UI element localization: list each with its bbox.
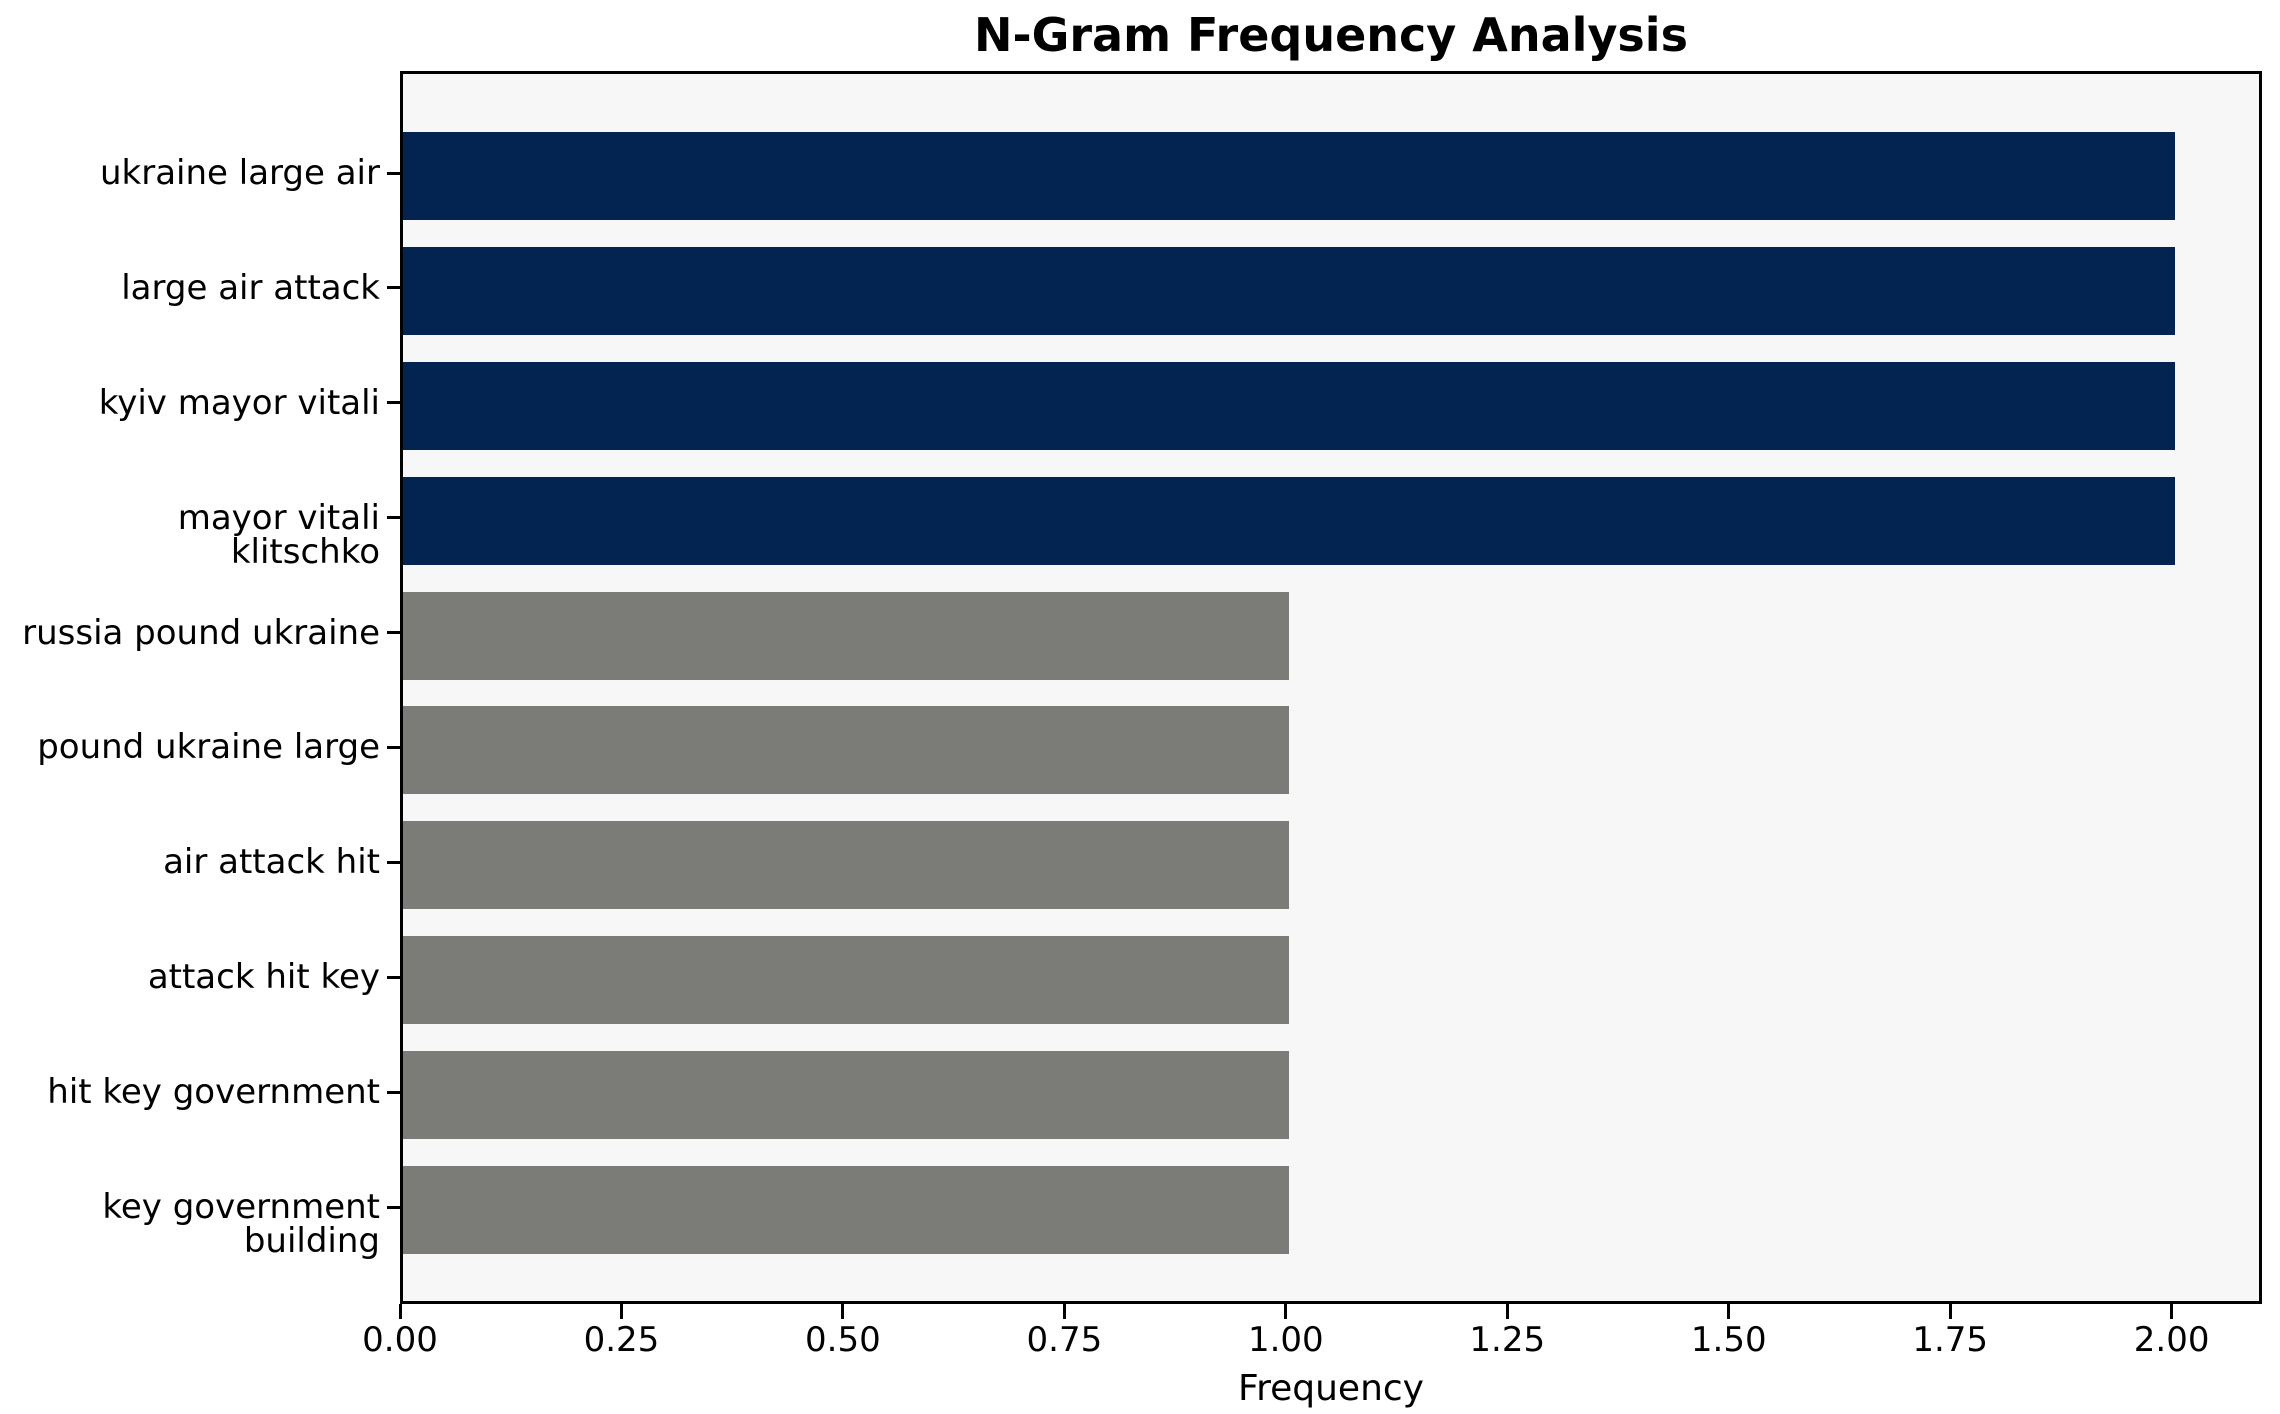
x-tick-label: 0.50	[805, 1320, 881, 1360]
y-tick-mark	[387, 401, 400, 405]
y-tick-mark	[387, 1205, 400, 1209]
y-tick-label: mayor vitali klitschko	[177, 497, 380, 572]
x-axis-label: Frequency	[1238, 1368, 1424, 1409]
bar-air-attack-hit	[403, 821, 1289, 910]
plot-area	[400, 71, 2262, 1304]
x-tick-mark	[1727, 1304, 1731, 1319]
bar-attack-hit-key	[403, 936, 1289, 1025]
x-tick-label: 1.25	[1469, 1320, 1546, 1360]
x-tick-label: 0.00	[362, 1320, 438, 1360]
bar-pound-ukraine-large	[403, 706, 1289, 795]
x-tick-mark	[1062, 1304, 1066, 1319]
x-tick-label: 1.00	[1247, 1320, 1324, 1360]
y-tick-label: pound ukraine large	[37, 727, 380, 768]
x-tick-mark	[398, 1304, 402, 1319]
x-tick-mark	[619, 1304, 623, 1319]
x-tick-label: 1.75	[1912, 1320, 1989, 1360]
x-tick-mark	[1284, 1304, 1288, 1319]
y-tick-label: key government building	[102, 1187, 380, 1261]
x-tick-label: 2.00	[2133, 1320, 2210, 1360]
x-tick-label: 0.25	[583, 1320, 660, 1360]
y-tick-mark	[387, 631, 400, 635]
x-tick-mark	[841, 1304, 845, 1319]
x-tick-mark	[1505, 1304, 1509, 1319]
x-tick-label: 0.75	[1026, 1320, 1103, 1360]
y-tick-label: kyiv mayor vitali	[98, 382, 380, 423]
y-tick-mark	[387, 1090, 400, 1094]
chart-title: N-Gram Frequency Analysis	[974, 8, 1688, 62]
bar-mayor-vitali-klitschko	[403, 476, 2175, 565]
bar-key-government-building	[403, 1166, 1289, 1254]
y-tick-label: ukraine large air	[99, 153, 380, 193]
y-tick-mark	[387, 745, 400, 749]
bar-hit-key-government	[403, 1051, 1289, 1140]
y-tick-label: attack hit key	[147, 957, 380, 998]
y-tick-mark	[387, 171, 400, 175]
y-tick-mark	[387, 860, 400, 864]
x-tick-mark	[2170, 1304, 2174, 1319]
y-tick-mark	[387, 286, 400, 290]
x-tick-mark	[1948, 1304, 1952, 1319]
bar-kyiv-mayor-vitali	[403, 361, 2175, 450]
y-tick-label: russia pound ukraine	[22, 612, 380, 653]
y-tick-mark	[387, 516, 400, 520]
y-tick-mark	[387, 975, 400, 979]
bar-ukraine-large-air	[403, 132, 2175, 220]
y-tick-label: hit key government	[47, 1072, 380, 1113]
y-tick-label: large air attack	[121, 267, 380, 308]
x-tick-label: 1.50	[1690, 1320, 1767, 1360]
bar-large-air-attack	[403, 246, 2175, 335]
y-tick-label: air attack hit	[163, 842, 380, 883]
bar-russia-pound-ukraine	[403, 591, 1289, 680]
